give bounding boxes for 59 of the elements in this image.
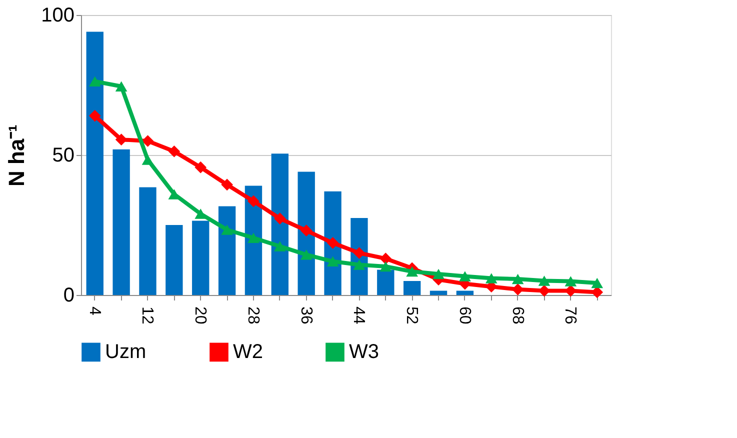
bar xyxy=(456,290,474,295)
x-tick-label: 4 xyxy=(86,306,103,316)
y-tick-label: 0 xyxy=(63,284,74,306)
x-tick-label: 36 xyxy=(297,306,314,324)
point xyxy=(538,276,550,286)
point xyxy=(221,224,233,235)
point xyxy=(274,241,286,252)
point xyxy=(115,134,128,146)
point xyxy=(300,250,312,260)
legend-label: W3 xyxy=(349,341,379,364)
bar xyxy=(377,270,394,295)
point xyxy=(380,252,392,265)
point xyxy=(194,161,207,174)
point xyxy=(88,110,101,122)
bar xyxy=(86,32,104,295)
x-tick-label: 12 xyxy=(138,306,156,324)
bar xyxy=(139,187,156,295)
point xyxy=(406,266,418,277)
point xyxy=(221,178,233,191)
point xyxy=(326,237,339,249)
point xyxy=(459,271,471,282)
bar xyxy=(403,281,421,295)
point xyxy=(512,274,524,284)
bar xyxy=(112,149,130,295)
point xyxy=(564,276,577,286)
x-tick-label: 76 xyxy=(562,306,579,324)
bar xyxy=(166,225,183,295)
legend-label: Uzm xyxy=(105,341,146,364)
point xyxy=(485,273,498,284)
x-tick-label: 44 xyxy=(350,306,368,324)
y-tick-label: 50 xyxy=(52,144,74,166)
point xyxy=(194,208,207,219)
x-tick-label: 68 xyxy=(508,306,526,324)
bar xyxy=(430,290,448,295)
x-tick-label: 60 xyxy=(456,306,473,324)
point xyxy=(353,260,366,270)
point xyxy=(591,278,604,288)
bar xyxy=(218,206,236,295)
point xyxy=(115,81,128,92)
point xyxy=(88,76,101,86)
bar xyxy=(192,220,210,295)
point xyxy=(248,195,260,208)
point xyxy=(248,232,260,244)
x-tick-label: 52 xyxy=(403,306,420,324)
point xyxy=(432,268,444,280)
x-tick-label: 20 xyxy=(192,306,209,324)
point xyxy=(380,261,392,272)
point xyxy=(142,154,154,165)
point xyxy=(353,247,366,259)
legend-label: W2 xyxy=(233,341,263,364)
y-tick-label: 100 xyxy=(41,4,74,26)
point xyxy=(326,256,339,267)
y-axis-title: N ha⁻¹ xyxy=(4,124,30,186)
bar xyxy=(271,154,289,295)
point xyxy=(274,212,286,224)
point xyxy=(168,145,180,158)
point xyxy=(300,224,312,237)
point xyxy=(512,283,524,296)
x-tick-label: 28 xyxy=(244,306,262,324)
